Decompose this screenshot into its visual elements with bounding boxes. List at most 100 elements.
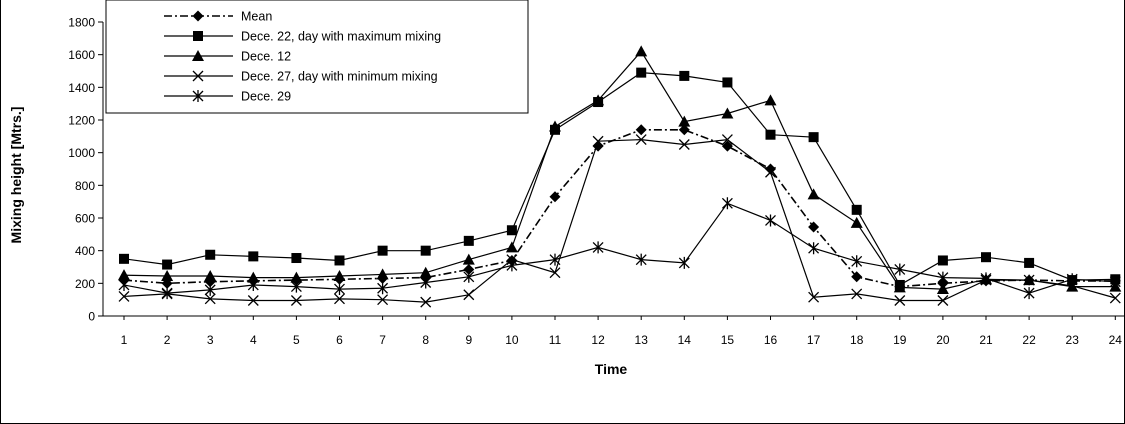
data-point	[290, 280, 302, 293]
data-point	[376, 268, 389, 280]
data-point	[506, 259, 518, 272]
data-point	[463, 235, 474, 246]
series-5	[118, 197, 1121, 300]
series-line	[123, 129, 1116, 288]
data-point	[161, 287, 173, 300]
x-tick-label: 12	[591, 333, 605, 347]
data-point	[333, 269, 346, 281]
data-point	[807, 188, 820, 200]
data-point	[721, 134, 733, 146]
data-point	[248, 251, 259, 262]
x-tick-label: 3	[207, 333, 214, 347]
y-tick-label: 800	[75, 179, 95, 193]
y-tick-label: 600	[75, 212, 95, 226]
y-tick-label: 1000	[68, 146, 95, 160]
legend: Mean Dece. 22, day with maximum mixing Dec…	[105, 0, 529, 114]
data-point	[205, 249, 216, 260]
series-3	[118, 45, 1122, 295]
x-tick-label: 16	[764, 333, 778, 347]
x-tick-label: 11	[549, 333, 562, 347]
x-tick-label: 15	[721, 333, 735, 347]
data-point	[980, 272, 992, 285]
data-point	[549, 267, 561, 279]
data-point	[850, 216, 863, 228]
data-point	[1109, 275, 1121, 288]
data-point	[204, 269, 217, 281]
series-line	[123, 138, 1116, 303]
x-tick-label: 6	[336, 333, 343, 347]
data-point	[463, 263, 475, 275]
data-point	[291, 253, 302, 264]
x-tick-label: 24	[1109, 333, 1123, 347]
x-tick-label: 5	[293, 333, 300, 347]
legend-marker	[192, 90, 204, 102]
data-point	[247, 278, 259, 291]
data-point	[161, 269, 174, 281]
data-point	[636, 67, 647, 78]
series-line	[123, 202, 1116, 294]
data-point	[981, 252, 991, 263]
y-tick-label: 200	[75, 277, 95, 291]
data-point	[549, 120, 561, 132]
data-point	[162, 259, 173, 270]
x-tick-label: 10	[505, 333, 519, 347]
legend-marker	[192, 70, 204, 82]
data-point	[808, 291, 820, 303]
legend-label: Dece. 22, day with maximum mixing	[241, 30, 441, 44]
legend-marker	[193, 31, 203, 41]
data-point	[118, 278, 130, 291]
y-tick-label: 1400	[68, 81, 95, 95]
data-point	[377, 294, 389, 306]
data-point	[419, 266, 432, 278]
data-point	[635, 134, 647, 146]
x-tick-label: 23	[1066, 333, 1080, 347]
x-tick-label: 22	[1022, 333, 1036, 347]
data-point	[721, 140, 733, 152]
data-point	[420, 245, 431, 256]
data-point	[247, 271, 260, 283]
x-tick-label: 17	[807, 333, 821, 347]
legend-label: Dece. 12	[241, 50, 291, 64]
data-point	[118, 269, 130, 281]
x-tick-label: 8	[422, 333, 429, 347]
data-point	[764, 94, 777, 106]
data-point	[1023, 274, 1035, 286]
data-point	[592, 135, 604, 147]
data-point	[204, 293, 216, 305]
data-point	[851, 255, 863, 268]
x-tick-label: 19	[893, 333, 907, 347]
data-point	[679, 70, 690, 81]
data-point	[334, 283, 345, 296]
series-1	[118, 124, 1121, 293]
data-point	[722, 77, 733, 88]
data-point	[505, 241, 518, 253]
data-point	[420, 276, 432, 289]
data-point	[1023, 287, 1035, 300]
data-point	[592, 94, 605, 106]
series-4	[118, 134, 1121, 308]
data-point	[721, 107, 734, 119]
series-line	[123, 50, 1116, 290]
data-point	[506, 225, 517, 236]
legend-marker	[192, 10, 204, 22]
x-tick-label: 1	[121, 333, 128, 347]
data-point	[808, 221, 820, 233]
legend-label: Dece. 29	[241, 90, 291, 104]
data-point	[635, 253, 647, 266]
data-point	[377, 282, 389, 295]
data-point	[765, 214, 776, 227]
data-point	[1109, 292, 1121, 304]
y-tick-label: 0	[88, 310, 95, 324]
data-point	[334, 255, 345, 266]
y-tick-label: 1200	[68, 114, 95, 128]
data-point	[937, 255, 948, 266]
data-point	[851, 271, 863, 283]
data-point	[377, 245, 388, 256]
data-point	[678, 139, 690, 150]
data-point	[1024, 257, 1035, 268]
legend-marker	[192, 50, 204, 61]
data-point	[420, 296, 432, 308]
legend-label: Mean	[241, 10, 272, 24]
